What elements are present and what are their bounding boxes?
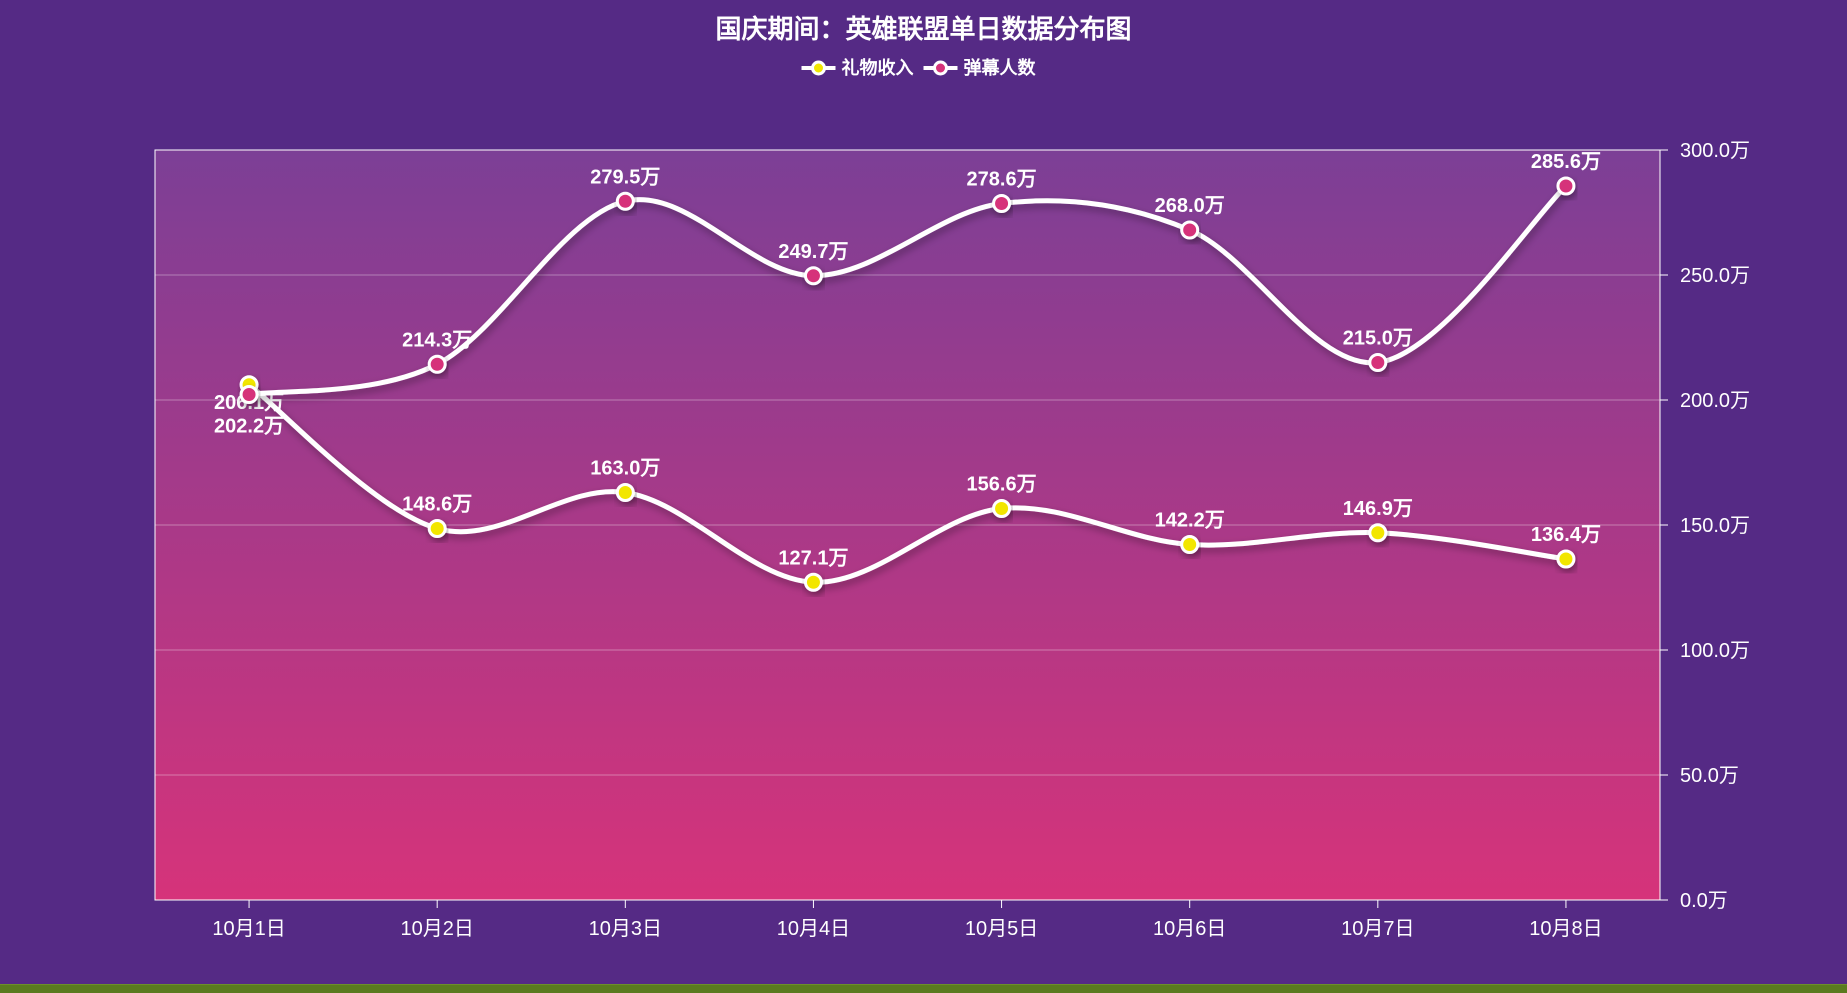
- legend-marker-icon: [813, 62, 825, 74]
- data-point-label: 285.6万: [1531, 151, 1601, 173]
- data-point-marker[interactable]: [805, 268, 821, 284]
- chart-title: 国庆期间：英雄联盟单日数据分布图: [715, 14, 1131, 44]
- legend-marker-icon: [935, 62, 947, 74]
- data-point-label: 163.0万: [590, 458, 660, 480]
- data-point-label: 136.4万: [1531, 524, 1601, 546]
- data-point-label: 127.1万: [778, 547, 848, 569]
- x-tick-label: 10月3日: [589, 918, 662, 940]
- data-point-marker[interactable]: [1370, 355, 1386, 371]
- data-point-marker[interactable]: [429, 356, 445, 372]
- data-point-marker[interactable]: [994, 501, 1010, 517]
- x-tick-label: 10月8日: [1529, 918, 1602, 940]
- data-point-marker[interactable]: [994, 196, 1010, 212]
- y-tick-label: 200.0万: [1680, 390, 1750, 412]
- data-point-label: 142.2万: [1155, 510, 1225, 532]
- legend-item-label[interactable]: 弹幕人数: [964, 57, 1037, 78]
- data-point-marker[interactable]: [1370, 525, 1386, 541]
- data-point-label: 268.0万: [1155, 195, 1225, 217]
- data-point-label: 156.6万: [967, 474, 1037, 496]
- y-tick-label: 100.0万: [1680, 640, 1750, 662]
- data-point-label: 214.3万: [402, 329, 472, 351]
- data-point-marker[interactable]: [241, 387, 257, 403]
- y-tick-label: 150.0万: [1680, 515, 1750, 537]
- x-tick-label: 10月4日: [777, 918, 850, 940]
- chart-container: 0.0万 50.0万 100.0万 150.0万 200.0万 250.0万 300.0万 1…: [0, 0, 1847, 993]
- x-tick-label: 10月2日: [401, 918, 474, 940]
- y-tick-label: 250.0万: [1680, 265, 1750, 287]
- y-tick-label: 50.0万: [1680, 765, 1739, 787]
- data-point-label: 279.5万: [590, 166, 660, 188]
- data-point-label: 249.7万: [778, 241, 848, 263]
- data-point-marker[interactable]: [1558, 551, 1574, 567]
- data-point-marker[interactable]: [1182, 222, 1198, 238]
- data-point-label: 278.6万: [967, 169, 1037, 191]
- data-point-marker[interactable]: [429, 521, 445, 537]
- data-point-marker[interactable]: [805, 574, 821, 590]
- data-point-marker[interactable]: [617, 485, 633, 501]
- x-tick-label: 10月7日: [1341, 918, 1414, 940]
- x-tick-label: 10月6日: [1153, 918, 1226, 940]
- data-point-label: 202.2万: [214, 416, 284, 438]
- legend-item-label[interactable]: 礼物收入: [842, 57, 914, 78]
- data-point-label: 146.9万: [1343, 498, 1413, 520]
- y-tick-label: 0.0万: [1680, 890, 1728, 912]
- y-tick-label: 300.0万: [1680, 140, 1750, 162]
- bottom-accent-bar: [0, 984, 1847, 993]
- data-point-marker[interactable]: [1558, 178, 1574, 194]
- data-point-label: 148.6万: [402, 494, 472, 516]
- x-tick-label: 10月1日: [212, 918, 285, 940]
- x-tick-label: 10月5日: [965, 918, 1038, 940]
- data-point-marker[interactable]: [1182, 537, 1198, 553]
- data-point-label: 215.0万: [1343, 328, 1413, 350]
- data-point-marker[interactable]: [617, 193, 633, 209]
